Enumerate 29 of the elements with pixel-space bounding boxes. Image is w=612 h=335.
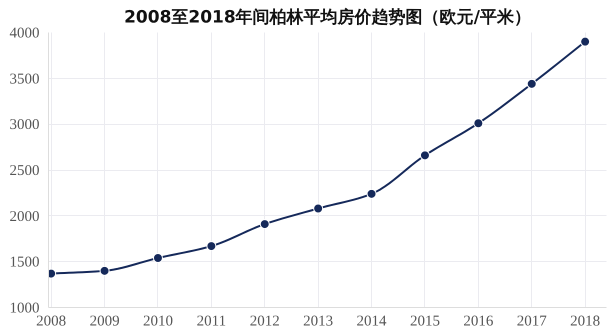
point bbox=[526, 78, 537, 89]
point bbox=[313, 204, 324, 214]
y-tick-label: 2000 bbox=[10, 208, 40, 225]
point bbox=[206, 241, 216, 252]
y-tick-label: 1000 bbox=[10, 300, 40, 316]
point bbox=[420, 150, 430, 160]
x-tick-label: 2008 bbox=[36, 314, 66, 330]
y-tick-label: 3000 bbox=[10, 117, 40, 134]
y-tick-label: 1500 bbox=[10, 254, 40, 271]
x-tick-label: 2010 bbox=[142, 314, 173, 330]
x-tick-label: 2014 bbox=[356, 314, 388, 330]
point bbox=[366, 188, 377, 199]
y-tick-label: 2500 bbox=[10, 163, 40, 179]
x-tick-label: 2011 bbox=[196, 314, 226, 330]
point bbox=[473, 118, 484, 128]
x-tick-label: 2015 bbox=[410, 314, 440, 330]
x-tick-label: 2017 bbox=[516, 314, 548, 330]
y-tick-label: 4000 bbox=[10, 26, 40, 42]
chart-title: 2008至2018年间柏林平均房价趋势图（欧元/平米） bbox=[124, 8, 531, 28]
point bbox=[260, 219, 270, 230]
point bbox=[152, 253, 163, 263]
x-tick-label: 2013 bbox=[303, 314, 334, 330]
point bbox=[580, 36, 590, 47]
x-tick-label: 2009 bbox=[90, 314, 120, 330]
point bbox=[100, 266, 110, 276]
x-tick-label: 2018 bbox=[570, 314, 600, 330]
y-tick-label: 3500 bbox=[10, 71, 40, 88]
x-tick-label: 2016 bbox=[463, 314, 494, 330]
x-tick-label: 2012 bbox=[250, 314, 280, 330]
